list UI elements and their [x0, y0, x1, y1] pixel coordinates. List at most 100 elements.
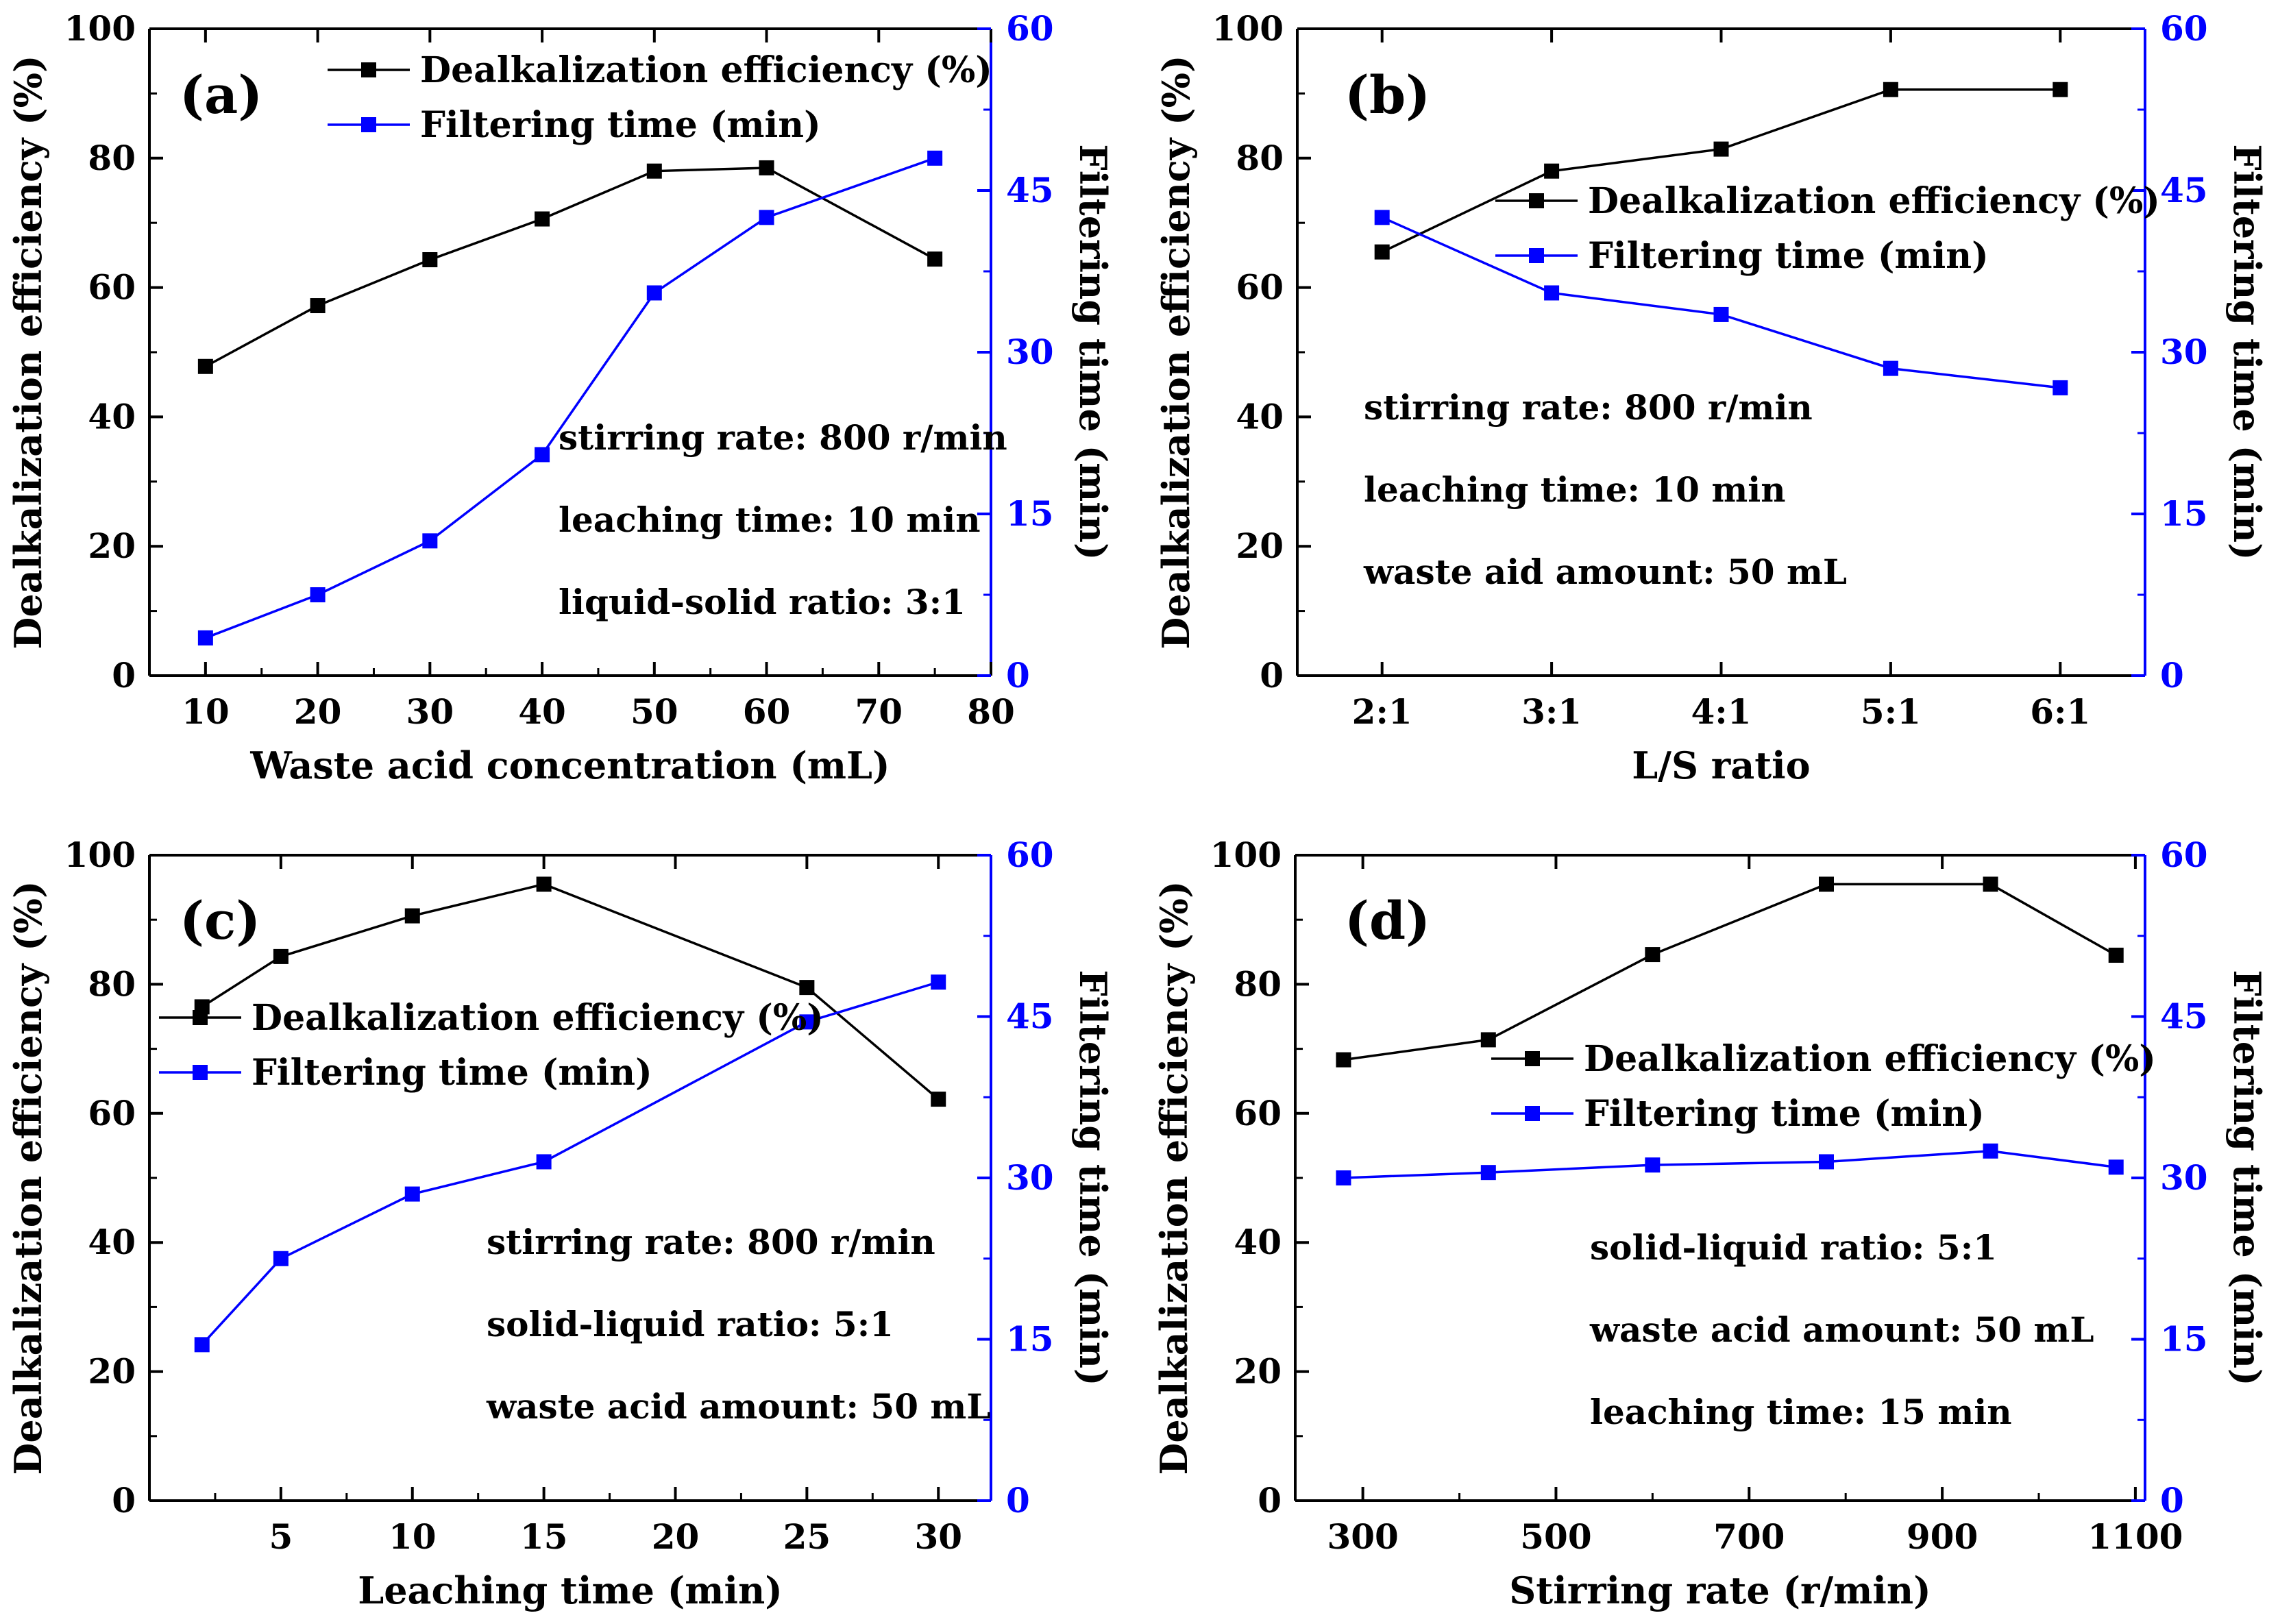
efficiency-series-line — [201, 883, 940, 1100]
x-tick-label: 4:1 — [1691, 691, 1751, 732]
x-tick-label: 6:1 — [2030, 691, 2090, 732]
efficiency-data-point — [1374, 244, 1390, 260]
filtering-data-point — [422, 533, 438, 549]
efficiency-data-point — [799, 980, 815, 996]
efficiency-data-point — [273, 948, 289, 964]
efficiency-data-point — [536, 876, 552, 892]
x-tick-label: 700 — [1713, 1516, 1785, 1557]
filtering-data-point — [799, 1014, 815, 1030]
x-tick-label: 1100 — [2087, 1516, 2183, 1557]
left-y-tick-label: 60 — [1236, 267, 1284, 308]
panel-label: (a) — [180, 64, 262, 125]
legend-entry-label: Dealkalization efficiency (%) — [420, 49, 992, 91]
filtering-data-point — [931, 974, 946, 990]
left-y-tick-label: 40 — [1236, 396, 1284, 436]
efficiency-data-point — [2108, 948, 2124, 963]
right-y-tick-label: 60 — [1006, 835, 1054, 875]
x-tick-label: 3:1 — [1521, 691, 1582, 732]
x-tick-label: 20 — [294, 691, 342, 732]
condition-annotation: stirring rate: 800 r/min — [1364, 387, 1813, 428]
efficiency-series-line — [1381, 88, 2061, 254]
left-y-tick-label: 20 — [88, 526, 136, 566]
legend-entry-label: Dealkalization efficiency (%) — [252, 997, 824, 1039]
condition-annotation: solid-liquid ratio: 5:1 — [1590, 1227, 1997, 1268]
filtering-data-point — [2108, 1159, 2124, 1175]
filtering-data-point — [197, 630, 213, 645]
legend-marker-sample — [1529, 193, 1544, 208]
efficiency-data-point — [1819, 876, 1834, 892]
condition-annotation: solid-liquid ratio: 5:1 — [487, 1304, 894, 1344]
right-y-tick-label: 0 — [1006, 1480, 1030, 1521]
x-tick-label: 500 — [1520, 1516, 1591, 1557]
right-y-tick-label: 45 — [1006, 170, 1054, 210]
efficiency-data-point — [931, 1092, 946, 1107]
filtering-data-point — [1819, 1154, 1834, 1170]
x-tick-label: 50 — [630, 691, 678, 732]
condition-annotation: waste acid amount: 50 mL — [1589, 1309, 2094, 1350]
x-tick-label: 10 — [389, 1516, 437, 1557]
left-y-tick-label: 100 — [1210, 835, 1282, 875]
x-tick-label: 60 — [743, 691, 791, 732]
x-axis-title: Waste acid concentration (mL) — [249, 743, 890, 787]
x-tick-label: 300 — [1327, 1516, 1398, 1557]
condition-annotation: liquid-solid ratio: 3:1 — [559, 582, 966, 622]
legend-marker-sample — [361, 117, 376, 132]
efficiency-data-point — [404, 908, 420, 924]
x-tick-label: 80 — [967, 691, 1015, 732]
left-y-tick-label: 100 — [64, 835, 136, 875]
condition-annotation: leaching time: 15 min — [1590, 1392, 2012, 1432]
filtering-data-point — [1645, 1157, 1661, 1173]
filtering-series-line — [205, 157, 935, 639]
left-y-tick-label: 0 — [112, 655, 136, 696]
x-tick-label: 25 — [783, 1516, 831, 1557]
panel-label: (b) — [1345, 64, 1430, 125]
legend-marker-sample — [1525, 1106, 1540, 1121]
right-y-tick-label: 0 — [2160, 655, 2184, 696]
left-y-tick-label: 0 — [1258, 1480, 1282, 1521]
panel-label: (c) — [180, 890, 260, 951]
efficiency-data-point — [1983, 876, 1998, 892]
left-y-tick-label: 80 — [1236, 138, 1284, 178]
left-y-tick-label: 0 — [112, 1480, 136, 1521]
efficiency-data-point — [535, 211, 550, 227]
left-y-tick-label: 100 — [1212, 8, 1284, 49]
legend-marker-sample — [193, 1010, 208, 1025]
left-y-tick-label: 60 — [88, 267, 136, 308]
left-y-axis-title: Dealkalization efficiency (%) — [1152, 881, 1196, 1475]
legend-entry-label: Filtering time (min) — [420, 104, 821, 146]
x-tick-label: 10 — [182, 691, 230, 732]
filtering-data-point — [759, 210, 774, 225]
legend-entry-label: Dealkalization efficiency (%) — [1588, 180, 2160, 222]
efficiency-data-point — [1645, 947, 1661, 963]
left-y-axis-title: Dealkalization efficiency (%) — [6, 881, 50, 1475]
x-axis-title: Leaching time (min) — [358, 1568, 783, 1612]
chart-panel-b: 2:1 3:1 4:1 5:1 6:1 0 20 40 60 80 100 0 15 30 45 60 L/S … — [1154, 8, 2269, 787]
left-y-tick-label: 80 — [1234, 963, 1282, 1004]
filtering-data-point — [273, 1251, 289, 1266]
condition-annotation: leaching time: 10 min — [1364, 469, 1786, 510]
efficiency-data-point — [1713, 141, 1729, 157]
left-y-tick-label: 100 — [64, 8, 136, 49]
x-tick-label: 40 — [518, 691, 566, 732]
efficiency-data-point — [1336, 1052, 1351, 1068]
condition-annotation: waste aid amount: 50 mL — [1363, 552, 1847, 592]
right-y-axis-title: Filtering time (min) — [1071, 144, 1115, 560]
x-tick-label: 2:1 — [1352, 691, 1412, 732]
efficiency-data-point — [2053, 82, 2068, 97]
efficiency-data-point — [646, 163, 662, 179]
efficiency-data-point — [310, 298, 326, 314]
filtering-data-point — [1883, 360, 1898, 376]
left-y-axis-title: Dealkalization efficiency (%) — [1154, 56, 1198, 650]
efficiency-data-point — [759, 160, 774, 175]
efficiency-data-point — [422, 252, 438, 268]
chart-panel-c: 5 10 15 20 25 30 0 20 40 60 80 100 0 15 30 45 60 Leaching… — [6, 835, 1115, 1612]
legend-entry-label: Dealkalization efficiency (%) — [1584, 1038, 2156, 1080]
right-y-tick-label: 45 — [2160, 170, 2208, 210]
x-tick-label: 70 — [855, 691, 903, 732]
left-y-tick-label: 60 — [1234, 1093, 1282, 1133]
right-y-tick-label: 30 — [1006, 332, 1054, 372]
legend-marker-sample — [193, 1065, 208, 1080]
right-y-tick-label: 0 — [2160, 1480, 2184, 1521]
filtering-data-point — [1374, 210, 1390, 225]
